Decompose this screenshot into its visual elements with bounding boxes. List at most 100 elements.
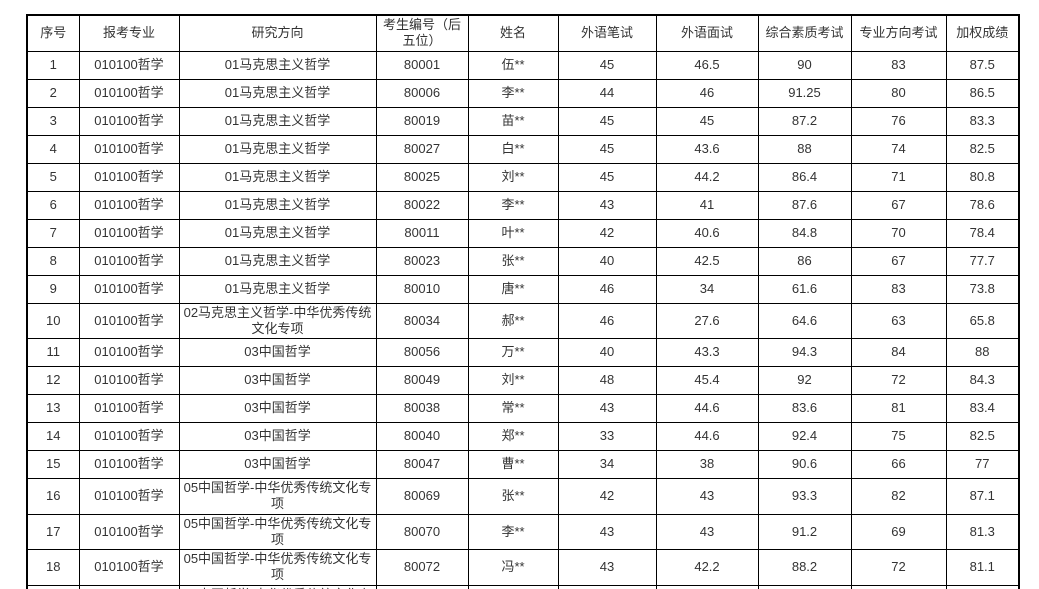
table-cell: 83.4 [945,394,1020,423]
table-row: 9 010100哲学 01马克思主义哲学 80010 唐** 46 34 61.6 83 73.8 [26,274,1020,304]
table-cell: 刘** [467,366,559,395]
table-cell: 80010 [375,274,469,304]
table-cell: 03中国哲学 [178,338,377,367]
table-cell: 80025 [375,162,469,192]
table-cell: 69 [850,513,947,550]
table-cell: 伍** [467,50,559,80]
table-cell: 66 [850,450,947,479]
table-cell: 86.5 [945,78,1020,108]
table-cell: 84 [850,338,947,367]
table-cell: 40.6 [655,218,759,248]
table-cell: 43.6 [655,134,759,164]
table-cell: 李** [467,513,559,550]
table-cell: 010100哲学 [78,478,180,515]
table-cell: 03中国哲学 [178,394,377,423]
table-cell: 曹** [467,450,559,479]
table-cell: 87.6 [757,190,852,220]
table-cell: 94.3 [757,338,852,367]
table-cell: 90 [757,50,852,80]
table-cell: 38 [655,450,759,479]
header-cell: 外语面试 [655,14,759,52]
table-cell: 90.6 [757,450,852,479]
header-cell: 考生编号（后五位） [375,14,469,52]
table-cell: 80047 [375,450,469,479]
table-cell: 77 [945,450,1020,479]
table-cell: 78.4 [945,218,1020,248]
table-cell: 93.3 [757,478,852,515]
table-cell: 72 [850,549,947,586]
table-cell: 44.2 [655,162,759,192]
table-cell: 91.2 [757,513,852,550]
table-cell: 40 [557,246,657,276]
table-cell: 27.6 [655,302,759,339]
table-cell: 01马克思主义哲学 [178,162,377,192]
table-cell: 16 [26,478,80,515]
table-cell: 45 [557,162,657,192]
table-cell: 4 [26,134,80,164]
table-cell: 80040 [375,422,469,451]
table-row: 5 010100哲学 01马克思主义哲学 80025 刘** 45 44.2 86.4 71 80… [26,162,1020,192]
table-cell: 80070 [375,513,469,550]
table-cell: 01马克思主义哲学 [178,274,377,304]
table-cell: 45 [557,134,657,164]
table-cell: 010100哲学 [78,302,180,339]
table-cell: 42.2 [655,549,759,586]
table-cell: 35 [655,584,759,589]
table-cell: 45 [655,106,759,136]
table-cell: 01马克思主义哲学 [178,78,377,108]
table-cell: 80027 [375,134,469,164]
table-cell: 14 [26,422,80,451]
table-cell: 84.8 [757,218,852,248]
table-cell: 88 [757,134,852,164]
admission-score-table: 序号 报考专业 研究方向 考生编号（后五位） 姓名 外语笔试 外语面试 综合素质考试 专业方向考… [26,14,1020,589]
table-cell: 80049 [375,366,469,395]
table-cell: 74 [850,134,947,164]
table-cell: 84.3 [945,366,1020,395]
table-cell: 010100哲学 [78,366,180,395]
table-cell: 87.2 [757,106,852,136]
table-cell: 8 [26,246,80,276]
table-cell: 刘** [467,162,559,192]
table-cell: 43 [557,190,657,220]
table-cell: 45.4 [655,366,759,395]
table-cell: 05中国哲学-中华优秀传统文化专项 [178,584,377,589]
header-row: 序号 报考专业 研究方向 考生编号（后五位） 姓名 外语笔试 外语面试 综合素质考试 专业方向考… [26,14,1020,52]
table-row: 10 010100哲学 02马克思主义哲学-中华优秀传统文化专项 80034 郝** 46… [26,302,1020,339]
table-cell: 72 [850,366,947,395]
table-cell: 44.6 [655,394,759,423]
table-cell: 12 [26,366,80,395]
table-cell: 万** [467,338,559,367]
header-cell: 序号 [26,14,80,52]
table-row: 15 010100哲学 03中国哲学 80047 曹** 34 38 90.6 66 77 [26,450,1020,479]
table-row: 8 010100哲学 01马克思主义哲学 80023 张** 40 42.5 86 67 77.7 [26,246,1020,276]
table-cell: 80022 [375,190,469,220]
table-cell: 87.5 [945,50,1020,80]
table-cell: 唐** [467,274,559,304]
table-cell: 010100哲学 [78,246,180,276]
table-cell: 19 [26,584,80,589]
table-cell: 46.5 [655,50,759,80]
table-body: 1 010100哲学 01马克思主义哲学 80001 伍** 45 46.5 90 83 87.5… [26,50,1020,589]
table-cell: 81.1 [945,549,1020,586]
table-row: 7 010100哲学 01马克思主义哲学 80011 叶** 42 40.6 84.8 70 78… [26,218,1020,248]
table-cell: 3 [26,106,80,136]
table-cell: 64.6 [757,302,852,339]
table-cell: 01马克思主义哲学 [178,134,377,164]
table-cell: 李** [467,78,559,108]
table-cell: 43 [655,513,759,550]
table-cell: 80072 [375,549,469,586]
table-cell: 03中国哲学 [178,450,377,479]
table-cell: 13 [26,394,80,423]
table-cell: 80.8 [945,162,1020,192]
table-cell: 83 [850,50,947,80]
table-cell: 65.8 [945,302,1020,339]
table-cell: 9 [26,274,80,304]
table-cell: 86 [757,246,852,276]
table-cell: 42 [557,218,657,248]
table-row: 17 010100哲学 05中国哲学-中华优秀传统文化专项 80070 李** 43 43 9… [26,513,1020,550]
table-cell: 010100哲学 [78,106,180,136]
header-cell: 加权成绩 [945,14,1020,52]
table-cell: 010100哲学 [78,50,180,80]
table-cell: 43 [655,478,759,515]
table-cell: 10 [26,302,80,339]
